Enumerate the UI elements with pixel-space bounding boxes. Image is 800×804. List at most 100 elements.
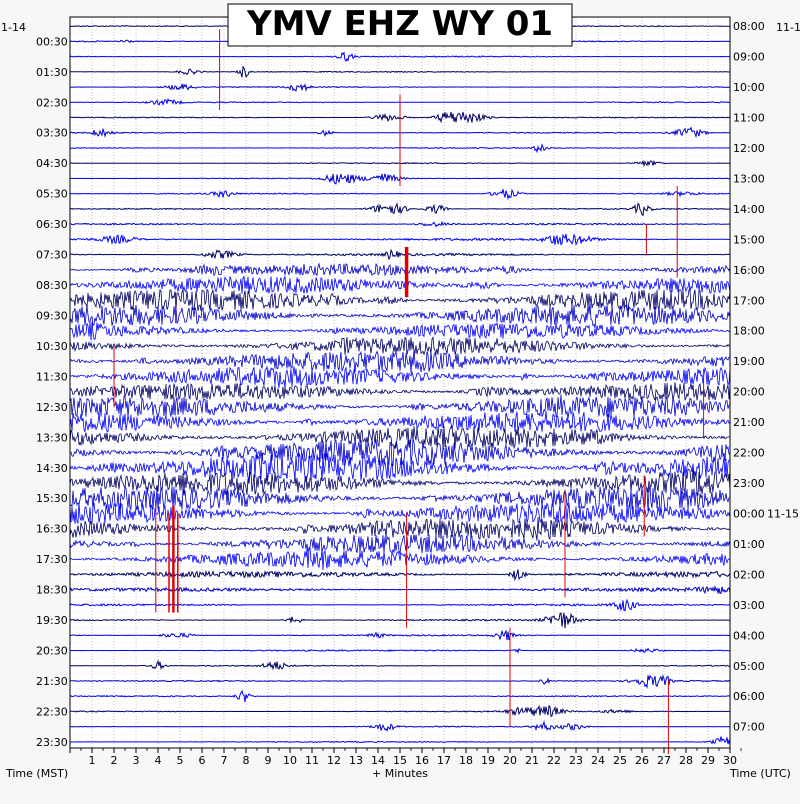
left-time-label: 06:30	[36, 218, 68, 231]
x-tick-label: 20	[503, 754, 517, 767]
x-tick-label: 22	[547, 754, 561, 767]
x-tick-label: 30	[723, 754, 737, 767]
left-time-label: 11:30	[36, 370, 68, 383]
x-tick-label: 16	[415, 754, 429, 767]
right-time-label: 07:00	[733, 721, 765, 734]
right-time-label: 02:00	[733, 568, 765, 581]
left-time-label: 00:30	[36, 35, 68, 48]
seismic-trace	[69, 584, 731, 595]
right-time-label: 22:00	[733, 447, 765, 460]
left-time-label: 01:30	[36, 66, 68, 79]
left-time-label: 03:30	[36, 127, 68, 140]
seismic-trace	[69, 51, 731, 63]
seismic-trace	[69, 248, 731, 261]
seismic-trace	[69, 450, 731, 483]
seismic-trace	[69, 394, 731, 419]
left-time-label: 21:30	[36, 675, 68, 688]
seismic-trace	[69, 547, 731, 571]
x-tick-label: 1	[89, 754, 96, 767]
seismic-trace	[69, 569, 731, 582]
right-time-label: 17:00	[733, 294, 765, 307]
x-axis-label: + Minutes	[372, 767, 428, 780]
seismic-trace	[69, 598, 731, 612]
left-time-label: 15:30	[36, 492, 68, 505]
seismic-trace	[69, 365, 731, 389]
right-time-label: 15:00	[733, 233, 765, 246]
right-time-label: 05:00	[733, 660, 765, 673]
seismic-trace	[69, 275, 731, 294]
right-time-label: 09:00	[733, 51, 765, 64]
seismic-trace	[69, 629, 731, 641]
x-tick-label: 19	[481, 754, 495, 767]
x-tick-label: 26	[635, 754, 649, 767]
x-tick-label: 7	[221, 754, 228, 767]
seismic-trace	[70, 262, 731, 277]
x-tick-label: 11	[305, 754, 319, 767]
left-time-label: 10:30	[36, 340, 68, 353]
right-time-label: 16:00	[733, 264, 765, 277]
right-time-label: 01:00	[733, 538, 765, 551]
right-time-label: 04:00	[733, 629, 765, 642]
seismic-trace	[69, 704, 730, 718]
x-tick-label: 24	[591, 754, 605, 767]
right-time-label: 23:00	[733, 477, 765, 490]
x-tick-label: 4	[155, 754, 162, 767]
seismic-trace	[69, 321, 731, 341]
seismic-trace	[69, 302, 731, 329]
title-box	[227, 3, 573, 47]
left-date-label: 1-14	[1, 21, 26, 34]
x-tick-label: 10	[283, 754, 297, 767]
x-tick-label: 18	[459, 754, 473, 767]
right-time-label: 12:00	[733, 142, 765, 155]
left-time-label: 17:30	[36, 553, 68, 566]
left-time-label: 05:30	[36, 188, 68, 201]
seismic-trace	[69, 202, 731, 217]
x-tick-label: 2	[111, 754, 118, 767]
left-time-label: 12:30	[36, 401, 68, 414]
left-time-label: 02:30	[36, 96, 68, 109]
right-time-label: 08:00	[733, 20, 765, 33]
axes: 1 2 3 4 5 6 7 8 9 10 11 12 13 14 15 16 17 18 19 20 21 22 23 24 2…	[36, 20, 799, 767]
left-time-label: 13:30	[36, 431, 68, 444]
right-time-label: 20:00	[733, 386, 765, 399]
x-tick-label: 17	[437, 754, 451, 767]
left-time-label: 18:30	[36, 584, 68, 597]
right-time-label: 13:00	[733, 172, 765, 185]
right-time-label: 14:00	[733, 203, 765, 216]
seismic-trace	[69, 426, 731, 450]
seismic-trace	[69, 220, 731, 228]
seismic-trace	[69, 188, 731, 201]
left-time-label: 19:30	[36, 614, 68, 627]
x-tick-label: 25	[613, 754, 627, 767]
seismic-trace	[69, 411, 731, 433]
seismic-trace	[69, 382, 731, 401]
right-time-label: 18:00	[733, 325, 765, 338]
seismic-traces	[69, 18, 731, 745]
left-time-label: 04:30	[36, 157, 68, 170]
left-time-label: 23:30	[36, 736, 68, 749]
x-tick-label: 15	[393, 754, 407, 767]
x-tick-label: 14	[371, 754, 385, 767]
right-time-label: 10:00	[733, 81, 765, 94]
seismic-trace	[69, 83, 730, 93]
x-tick-label: 8	[243, 754, 250, 767]
chart-title: YMV EHZ WY 01	[246, 4, 553, 44]
x-tick-label: 12	[327, 754, 341, 767]
seismic-trace	[70, 647, 731, 654]
right-time-label: 06:00	[733, 690, 765, 703]
right-date-label: 11-1	[776, 21, 800, 34]
seismic-trace	[69, 336, 731, 356]
seismic-trace	[69, 517, 730, 541]
seismic-trace	[69, 612, 731, 629]
seismic-trace	[69, 438, 731, 467]
left-time-label: 14:30	[36, 462, 68, 475]
event-markers	[113, 29, 705, 755]
left-time-label: 22:30	[36, 705, 68, 718]
seismic-trace	[69, 720, 731, 733]
right-time-label: 00:00	[733, 507, 765, 520]
seismic-trace	[69, 233, 731, 246]
left-time-label: 07:30	[36, 249, 68, 262]
left-time-label: 16:30	[36, 523, 68, 536]
